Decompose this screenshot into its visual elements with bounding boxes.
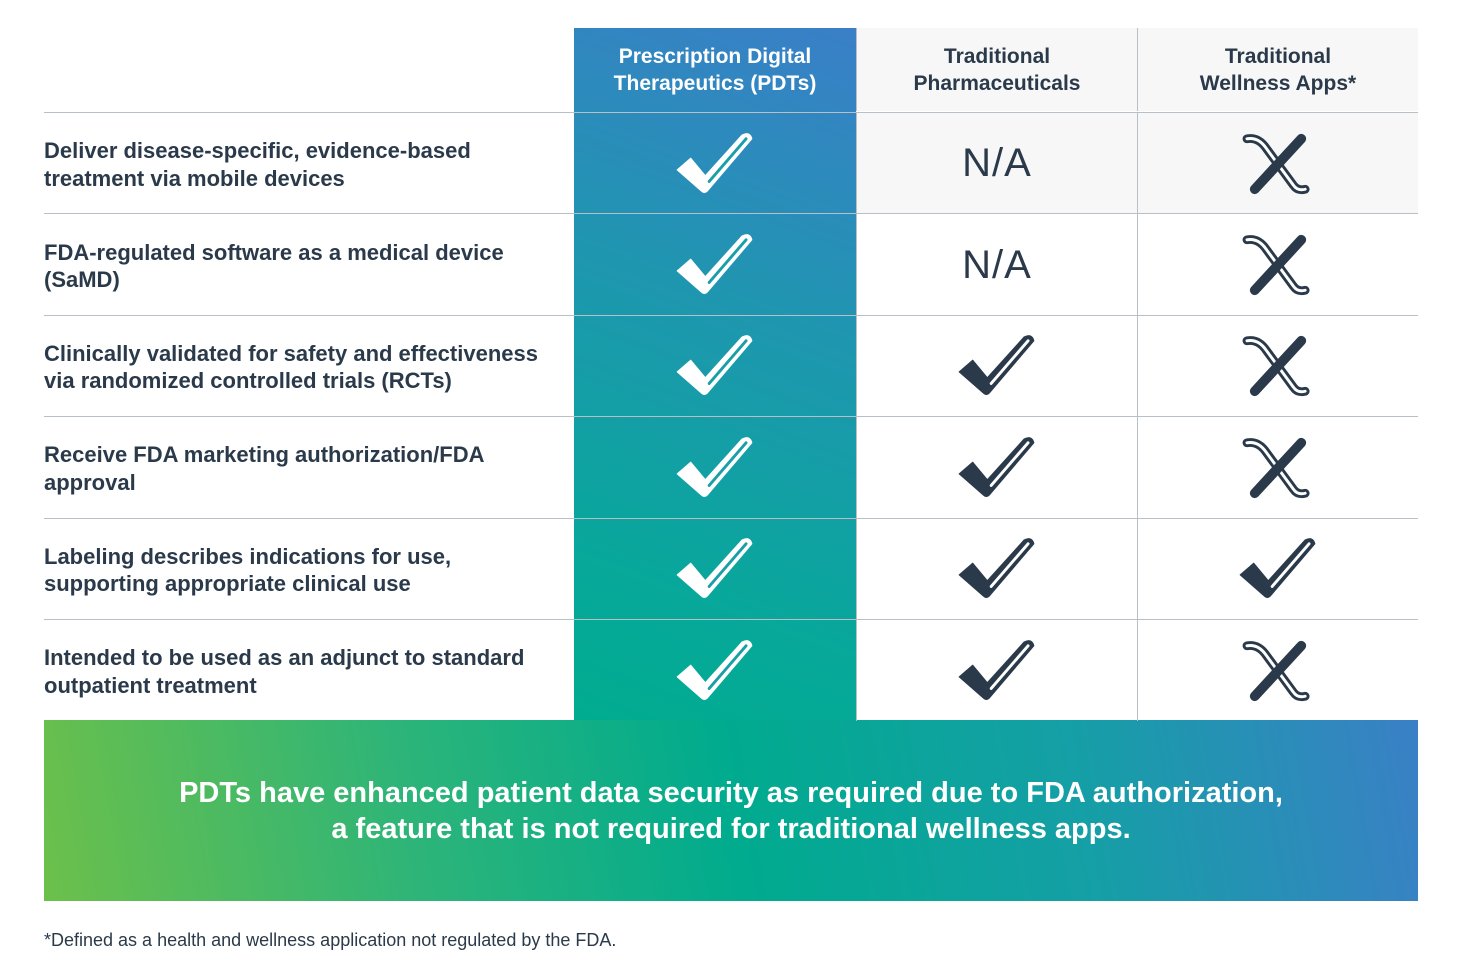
header-wellness: Traditional Wellness Apps* bbox=[1199, 44, 1357, 95]
wellness-x-icon bbox=[1242, 133, 1310, 194]
pharma-na-text: N/A bbox=[962, 242, 1032, 287]
feature-label: Clinically validated for safety and effe… bbox=[44, 340, 538, 394]
footnote: *Defined as a health and wellness applic… bbox=[44, 930, 617, 950]
table-row: Labeling describes indications for use, … bbox=[44, 517, 1418, 620]
pharma-check-icon bbox=[958, 538, 1035, 599]
header-pdt: Prescription Digital Therapeutics (PDTs) bbox=[613, 44, 817, 95]
security-banner: PDTs have enhanced patient data security… bbox=[44, 720, 1418, 901]
pdt-check-icon bbox=[676, 234, 753, 295]
pdt-check-icon bbox=[676, 335, 753, 396]
banner-line-2: a feature that is not required for tradi… bbox=[331, 812, 1131, 845]
pdt-check-icon bbox=[676, 639, 753, 700]
pharma-na-text: N/A bbox=[962, 141, 1032, 186]
table-row: FDA-regulated software as a medical devi… bbox=[44, 213, 1418, 316]
wellness-x-icon bbox=[1242, 336, 1310, 397]
feature-label: Labeling describes indications for use, … bbox=[44, 543, 452, 597]
pharma-check-icon bbox=[958, 335, 1035, 396]
header-row: Prescription Digital Therapeutics (PDTs)… bbox=[44, 28, 1418, 111]
banner-line-1: PDTs have enhanced patient data security… bbox=[179, 776, 1283, 809]
pharma-check-icon bbox=[958, 639, 1035, 700]
pdt-check-icon bbox=[676, 436, 753, 497]
table-row: Clinically validated for safety and effe… bbox=[44, 314, 1418, 418]
header-pharma: Traditional Pharmaceuticals bbox=[913, 44, 1081, 95]
wellness-x-icon bbox=[1242, 437, 1310, 498]
wellness-check-icon bbox=[1239, 538, 1316, 599]
wellness-x-icon bbox=[1242, 640, 1310, 701]
feature-label: FDA-regulated software as a medical devi… bbox=[44, 239, 504, 293]
pharma-check-icon bbox=[958, 436, 1035, 497]
pdt-check-icon bbox=[676, 538, 753, 599]
table-row: Intended to be used as an adjunct to sta… bbox=[44, 619, 1418, 722]
feature-label: Receive FDA marketing authorization/FDA … bbox=[44, 442, 484, 495]
pdt-check-icon bbox=[676, 132, 753, 193]
feature-label: Intended to be used as an adjunct to sta… bbox=[44, 645, 525, 698]
wellness-x-icon bbox=[1242, 234, 1310, 296]
feature-label: Deliver disease-specific, evidence-based… bbox=[44, 138, 471, 191]
table-row: Deliver disease-specific, evidence-based… bbox=[44, 112, 1418, 215]
table-row: Receive FDA marketing authorization/FDA … bbox=[44, 416, 1418, 519]
